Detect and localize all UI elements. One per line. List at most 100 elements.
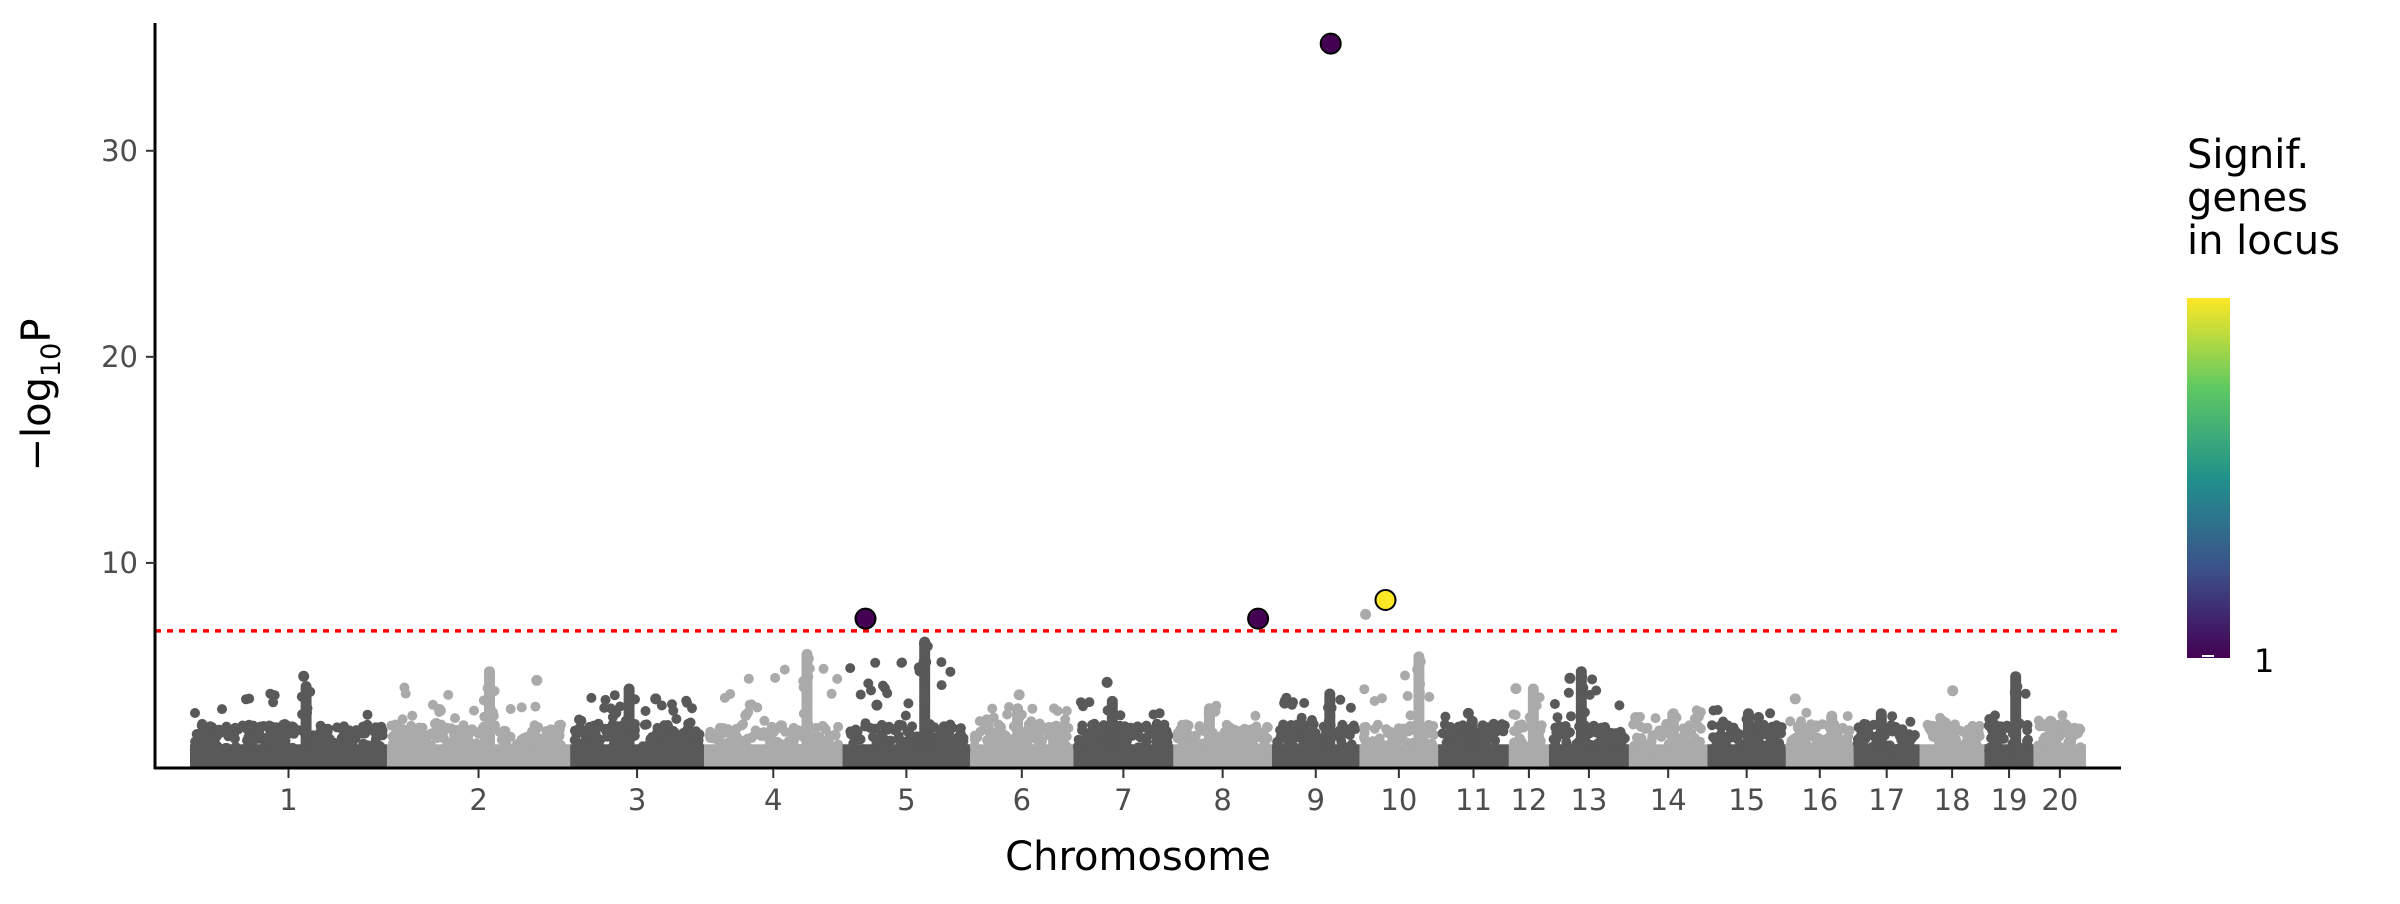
- snp-point: [1262, 721, 1273, 732]
- snp-point: [1232, 726, 1243, 736]
- snp-point: [679, 734, 690, 745]
- snp-point: [768, 738, 779, 748]
- snp-point: [1402, 691, 1413, 701]
- snp-point: [1177, 719, 1188, 730]
- snp-point: [254, 727, 265, 738]
- snp-point: [1115, 710, 1126, 721]
- snp-point: [1655, 744, 1666, 755]
- snp-point: [815, 742, 826, 753]
- snp-point: [1801, 707, 1812, 718]
- snp-point: [938, 721, 949, 732]
- snp-point: [279, 719, 290, 729]
- snp-point: [1275, 725, 1286, 736]
- snp-point: [459, 732, 470, 743]
- snp-point: [2054, 731, 2065, 742]
- y-tick-label: 10: [101, 546, 138, 580]
- snp-point: [1449, 747, 1460, 758]
- snp-point: [196, 720, 207, 731]
- snp-point: [887, 744, 898, 755]
- x-tick-label: 11: [1455, 783, 1492, 817]
- snp-point: [1092, 724, 1103, 735]
- snp-point: [1439, 719, 1450, 730]
- snp-point: [1084, 697, 1095, 708]
- snp-point: [640, 747, 651, 758]
- snp-point: [458, 720, 469, 731]
- snp-point: [393, 731, 404, 742]
- snp-point: [220, 743, 231, 753]
- chromosome-8-points: [1172, 700, 1273, 767]
- snp-point: [866, 685, 876, 696]
- snp-point: [1793, 720, 1804, 731]
- snp-point: [1707, 720, 1717, 731]
- snp-point: [190, 708, 200, 718]
- snp-point: [1003, 736, 1014, 747]
- snp-point: [505, 704, 516, 714]
- snp-point: [650, 693, 662, 705]
- y-axis-title-suffix: P: [14, 319, 60, 343]
- snp-point: [1413, 651, 1425, 663]
- snp-point: [1058, 739, 1069, 749]
- snp-point: [214, 728, 225, 739]
- snp-point: [1046, 722, 1057, 733]
- snp-point: [1751, 737, 1762, 748]
- x-axis-title: Chromosome: [1005, 834, 1271, 880]
- snp-point: [1769, 730, 1780, 741]
- snp-point: [272, 735, 282, 746]
- snp-point: [1715, 729, 1726, 740]
- snp-point: [1139, 722, 1150, 733]
- snp-point: [467, 724, 477, 735]
- snp-point: [1774, 738, 1785, 748]
- chromosome-14-points: [1628, 705, 1708, 767]
- snp-point: [1335, 725, 1345, 736]
- snp-point: [238, 744, 249, 755]
- snp-point: [1478, 747, 1489, 758]
- snp-point: [1359, 684, 1370, 695]
- snp-point: [2037, 743, 2048, 754]
- x-tick-label: 14: [1650, 783, 1687, 817]
- snp-point: [857, 745, 868, 755]
- snp-point: [322, 741, 333, 751]
- snp-point: [752, 702, 763, 713]
- snp-point: [484, 666, 495, 678]
- snp-point: [1896, 735, 1907, 745]
- legend-title-line-1: Signif.: [2187, 132, 2309, 178]
- snp-point: [362, 740, 373, 751]
- snp-point: [1296, 712, 1307, 723]
- snp-point: [1996, 729, 2007, 740]
- snp-point: [1004, 702, 1014, 712]
- snp-point: [1141, 736, 1152, 747]
- snp-point: [407, 710, 418, 721]
- snp-point: [979, 719, 990, 730]
- snp-point: [826, 688, 837, 699]
- snp-point: [2068, 730, 2079, 741]
- chromosome-6-points: [969, 689, 1074, 767]
- snp-point: [1615, 726, 1626, 737]
- snp-point: [1251, 721, 1262, 732]
- snp-point: [574, 714, 584, 725]
- snp-point: [1148, 709, 1159, 720]
- snp-point: [1440, 711, 1451, 722]
- snp-point: [1307, 715, 1317, 725]
- snp-point: [1279, 697, 1291, 709]
- snp-point: [1299, 698, 1310, 708]
- x-tick-label: 6: [1013, 783, 1031, 817]
- snp-point: [338, 743, 349, 754]
- snp-point: [1360, 608, 1372, 620]
- snp-point: [362, 709, 373, 720]
- snp-point: [1087, 736, 1098, 747]
- snp-point: [870, 657, 881, 668]
- snp-point: [945, 666, 956, 677]
- chromosome-3-points: [569, 683, 705, 767]
- snp-point: [496, 728, 507, 739]
- snp-point: [1863, 726, 1874, 737]
- snp-point: [1115, 746, 1126, 757]
- snp-point: [450, 713, 460, 724]
- snp-point: [469, 705, 479, 716]
- snp-point: [907, 721, 918, 732]
- snp-point: [1253, 744, 1264, 754]
- x-tick-label: 2: [469, 783, 487, 817]
- snp-point: [1338, 745, 1349, 756]
- snp-point: [1012, 703, 1024, 715]
- snp-point: [833, 721, 844, 732]
- snp-point: [1811, 722, 1822, 733]
